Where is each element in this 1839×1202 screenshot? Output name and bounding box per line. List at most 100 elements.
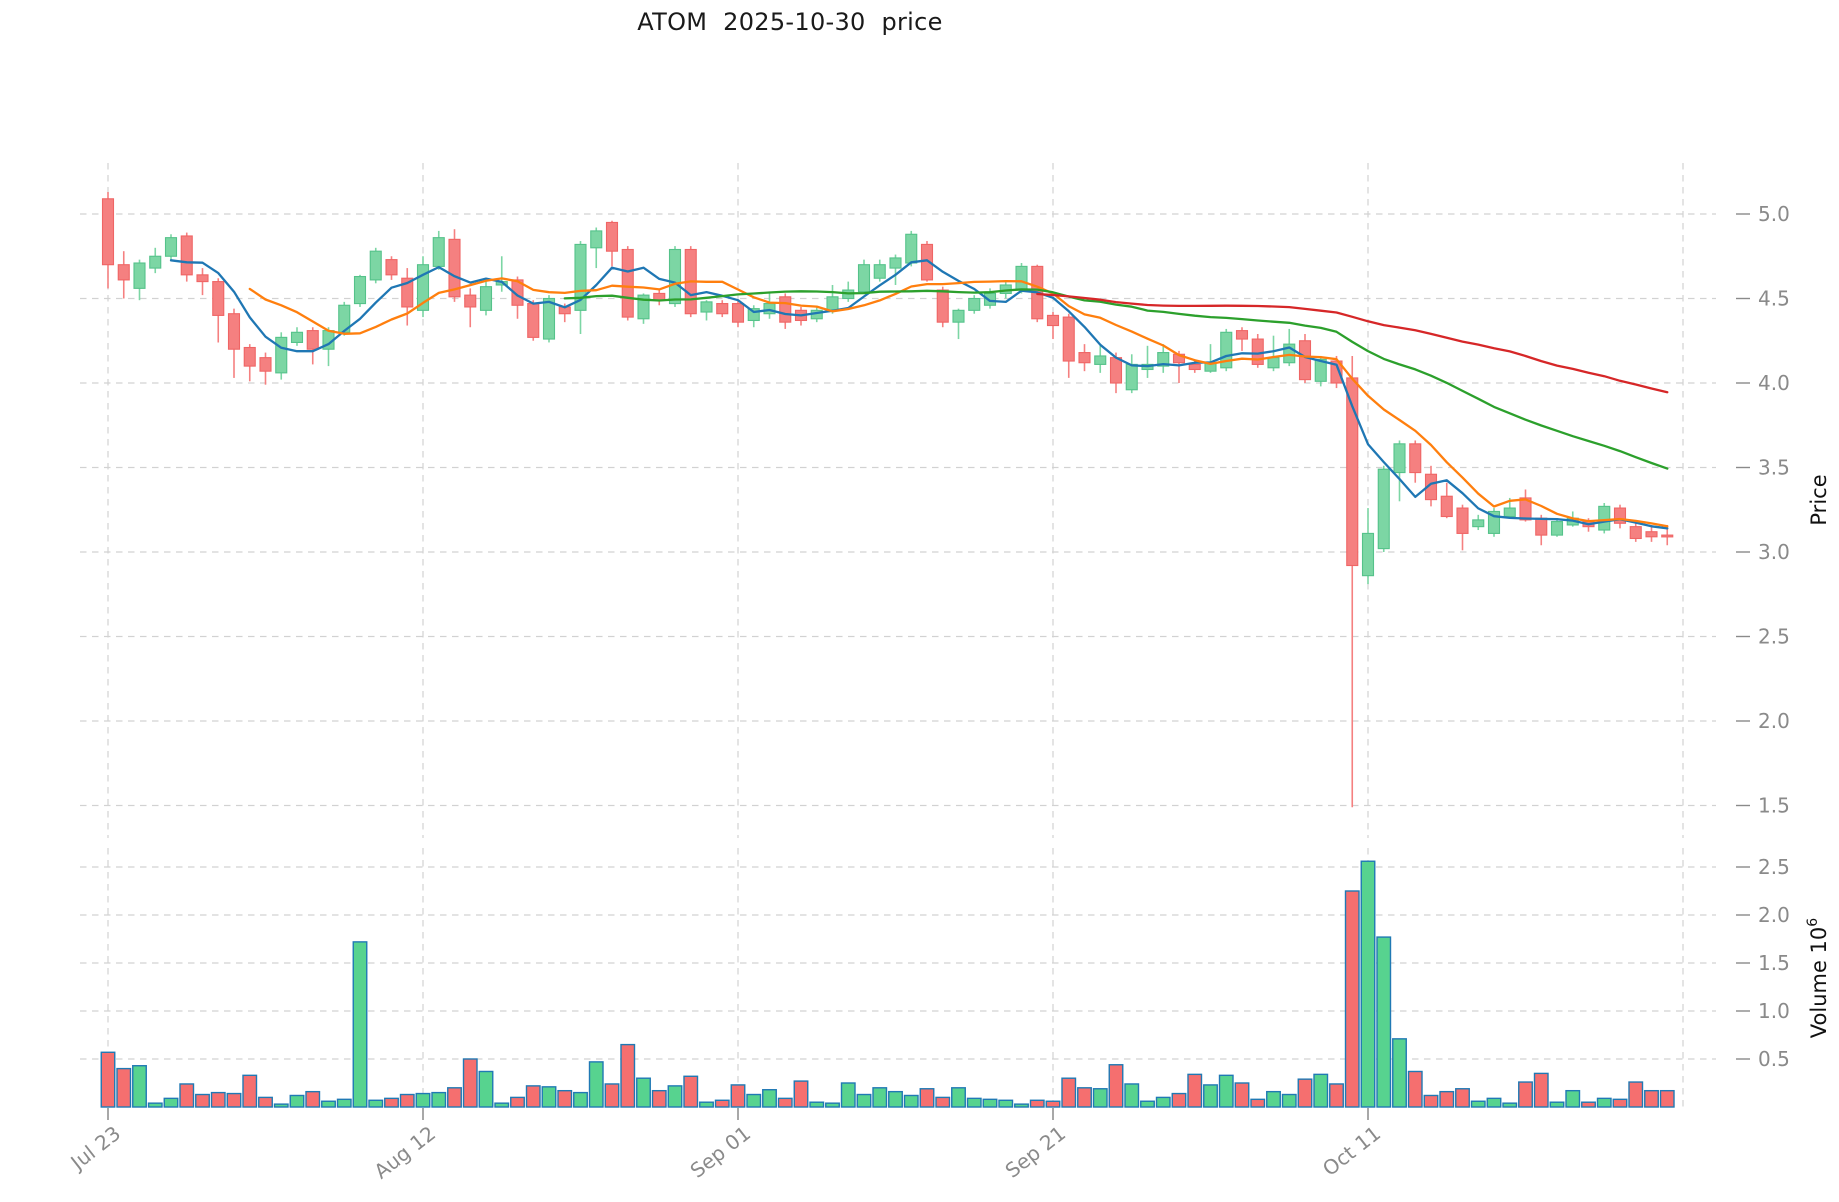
volume-bar (1014, 1103, 1029, 1108)
candle-up (416, 264, 430, 311)
candle-down (243, 346, 256, 367)
volume-bar (163, 1097, 179, 1108)
candle-down (731, 303, 745, 323)
volume-bar (1533, 1072, 1549, 1108)
candle-up (1125, 363, 1138, 391)
volume-bar (588, 1061, 604, 1108)
volume-bar (1218, 1074, 1234, 1108)
y-axis: 5.0 4.5 4.0 3.5 3.0 2.5 2.0 1.5 0.5 1.0 1.5 2.0 2.5 P… (1736, 202, 1831, 1071)
volume-bar (903, 1094, 919, 1108)
y-tick-label: 4.0 (1758, 371, 1790, 395)
candle-down (1062, 316, 1075, 362)
volume-bar (1628, 1081, 1644, 1108)
volume-bar (651, 1089, 667, 1108)
volume-bar (1171, 1092, 1187, 1108)
volume-bar (384, 1097, 399, 1108)
candle-down (511, 279, 524, 306)
y-tick-label: 2.5 (1758, 625, 1790, 649)
volume-bar (1061, 1077, 1077, 1108)
candle-down (306, 330, 319, 350)
volume-bar (305, 1090, 321, 1108)
candle-down (259, 357, 272, 372)
volume-bar (415, 1092, 431, 1108)
volume-bar (1077, 1087, 1092, 1108)
volume-bar (352, 941, 368, 1108)
y-tick-label: 2.5 (1758, 855, 1790, 879)
volume-bar (132, 1065, 147, 1108)
y-tick-label: 3.0 (1758, 540, 1790, 564)
volume-bar (1486, 1097, 1502, 1108)
candle-down (1440, 495, 1453, 518)
candle-down (1188, 363, 1201, 371)
candle-up (353, 275, 367, 305)
candle-up (290, 331, 304, 343)
candle-down (1613, 507, 1627, 524)
candle-down (1409, 443, 1422, 474)
candle-down (101, 198, 115, 266)
volume-bar (541, 1086, 557, 1108)
x-tick-label: Sep 01 (686, 1121, 756, 1183)
candle-up (637, 294, 650, 320)
volume-bar (573, 1091, 588, 1108)
volume-bar (935, 1096, 951, 1108)
price-axis-label: Price (1807, 474, 1831, 525)
volume-bar (1234, 1082, 1250, 1108)
candle-up (1598, 505, 1611, 531)
volume-bar (1612, 1098, 1628, 1108)
volume-bar (951, 1087, 966, 1108)
volume-bar (273, 1103, 289, 1108)
candle-up (1015, 265, 1028, 291)
volume-bar (179, 1083, 195, 1108)
volume-bar (840, 1082, 856, 1108)
candle-up (432, 237, 445, 267)
ma-line-30 (563, 288, 1669, 470)
candle-up (369, 250, 382, 281)
volume-bar (210, 1091, 226, 1108)
candle-up (590, 230, 603, 249)
y-tick-label: 1.5 (1758, 951, 1790, 975)
volume-bar (462, 1058, 478, 1108)
volume-bar (762, 1089, 777, 1108)
candle-up (1361, 532, 1375, 577)
candle-up (1220, 331, 1233, 369)
candle-down (464, 294, 477, 308)
candle-up (700, 301, 713, 313)
volume-bar (856, 1093, 872, 1108)
candle-up (164, 237, 178, 257)
volume-bar (1155, 1096, 1171, 1108)
candle-down (1535, 517, 1548, 536)
volume-bar (1549, 1101, 1565, 1108)
volume-bar (336, 1098, 352, 1108)
x-axis: Jul 23 Aug 12 Sep 01 Sep 21 Oct 11 (65, 1108, 1385, 1184)
candle-down (936, 289, 949, 323)
candle-up (1503, 507, 1516, 518)
candle-down (1046, 314, 1060, 327)
volume-bar (1360, 860, 1376, 1108)
y-tick-label: 5.0 (1758, 202, 1790, 226)
candle-up (873, 264, 886, 279)
candle-up (1283, 343, 1296, 364)
candle-up (1550, 521, 1564, 536)
volume-bar (1329, 1083, 1344, 1108)
x-tick-label: Jul 23 (65, 1121, 125, 1176)
volume-bar (872, 1087, 888, 1108)
volume-bar (1659, 1089, 1675, 1108)
candle-up (668, 248, 682, 305)
volume-bar (667, 1085, 683, 1108)
volume-bar (1187, 1073, 1203, 1108)
volume-bar (1565, 1089, 1581, 1108)
volume-bar (1518, 1081, 1533, 1108)
volume-bar (195, 1093, 210, 1108)
x-tick-label: Oct 11 (1318, 1121, 1385, 1181)
candle-up (149, 255, 162, 269)
ma-line-60 (1036, 292, 1669, 394)
volume-bar (258, 1096, 273, 1108)
gridlines (80, 163, 1716, 1107)
y-tick-label: 2.0 (1758, 903, 1790, 927)
volume-bar (809, 1101, 825, 1108)
candle-down (716, 303, 729, 315)
y-tick-label: 1.5 (1758, 794, 1790, 818)
candle-up (905, 233, 918, 264)
